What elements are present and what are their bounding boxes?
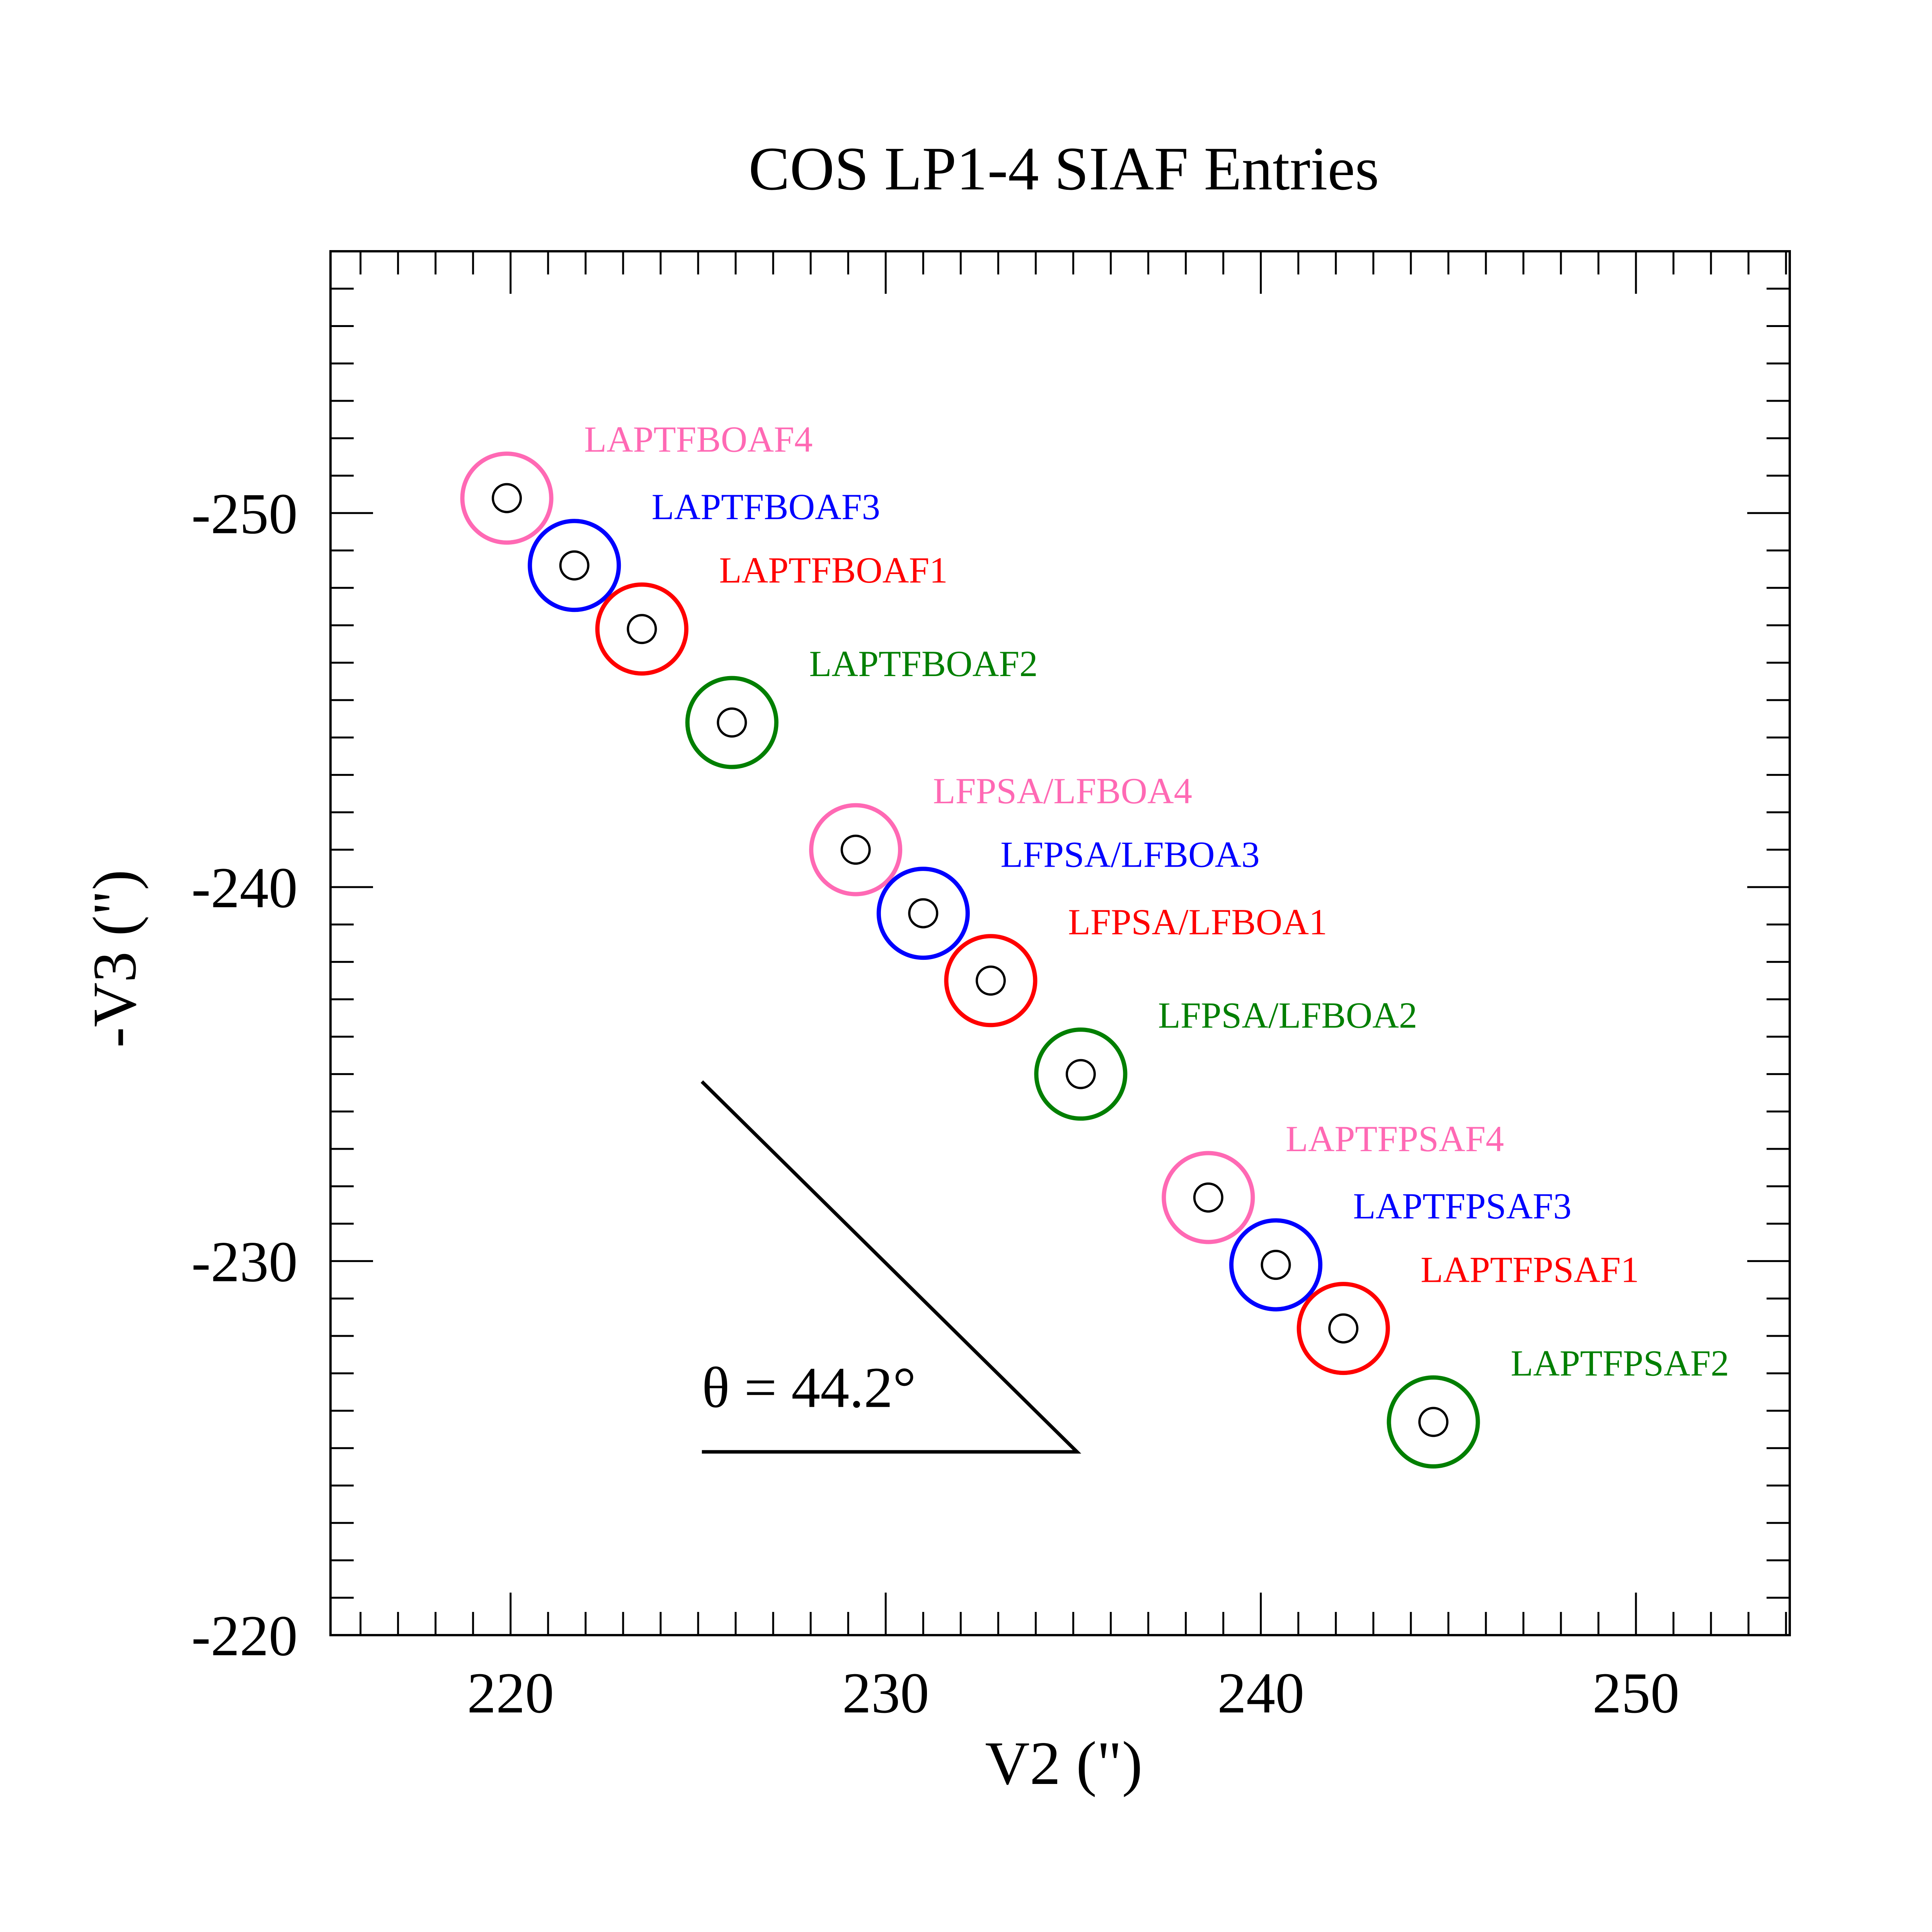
aperture-circle [460,451,554,545]
chart-title: COS LP1-4 SIAF Entries [748,134,1379,203]
aperture-circle [1229,1218,1323,1312]
plot-border [329,250,1791,1636]
angle-annotation: θ = 44.2° [702,1356,916,1420]
point-label: LFPSA/LFBOA2 [1158,995,1417,1036]
aperture-circle [528,519,621,612]
data-points: LAPTFBOAF4 LAPTFBOAF3 LAPTFBOAF1 LAPTFBOAF2… [460,419,1729,1469]
aperture-circle [876,867,970,960]
x-tick-label: 230 [842,1661,929,1725]
data-point-group: LAPTFBOAF3 [528,486,880,612]
aperture-circle [809,803,903,896]
data-point-group: LAPTFBOAF1 [595,550,948,676]
point-label: LAPTFPSAF3 [1353,1186,1572,1227]
aperture-circle [944,934,1038,1027]
data-point-group: LAPTFPSAF1 [1297,1249,1639,1375]
point-label: LAPTFPSAF4 [1286,1118,1504,1159]
data-point [840,835,871,865]
data-point [1328,1313,1359,1344]
point-label: LAPTFBOAF4 [584,419,813,460]
point-label: LAPTFBOAF2 [809,643,1038,684]
x-tick-label: 250 [1593,1661,1680,1725]
aperture-circle [685,676,779,769]
data-point-group: LAPTFPSAF4 [1162,1118,1504,1244]
data-point-group: LFPSA/LFBOA2 [1034,995,1417,1121]
data-point [1065,1059,1096,1089]
y-tick-label: -240 [191,856,298,920]
aperture-circle [1034,1027,1128,1121]
data-point [1418,1407,1449,1437]
point-label: LAPTFPSAF1 [1421,1249,1639,1290]
point-label: LAPTFBOAF3 [652,486,880,527]
aperture-circle [1387,1375,1480,1469]
x-tick-label: 240 [1217,1661,1304,1725]
y-tick-label: -230 [191,1230,298,1294]
data-point-group: LFPSA/LFBOA3 [876,834,1260,960]
point-label: LFPSA/LFBOA1 [1068,901,1327,942]
x-axis-label: V2 (") [985,1729,1142,1797]
data-point [1193,1182,1223,1213]
data-point [1261,1250,1291,1280]
data-point [975,965,1006,996]
aperture-circle [595,582,688,676]
aperture-circle [1162,1151,1255,1244]
data-point-group: LFPSA/LFBOA1 [944,901,1327,1027]
data-point [559,550,589,581]
data-point [908,898,939,929]
axis-ticks [331,250,1790,1636]
point-label: LFPSA/LFBOA4 [933,770,1192,811]
point-label: LAPTFPSAF2 [1511,1343,1729,1383]
point-label: LAPTFBOAF1 [719,550,947,591]
data-point [627,614,657,644]
y-axis-label: -V3 (") [80,870,149,1048]
y-tick-label: -250 [191,482,298,546]
x-tick-label: 220 [467,1661,554,1725]
data-point-group: LAPTFPSAF3 [1229,1186,1572,1312]
data-point-group: LAPTFPSAF2 [1387,1343,1729,1469]
data-point-group: LAPTFBOAF2 [685,643,1038,769]
tick-labels: 220 230 240 250 -250 -240 -230 -220 [191,482,1680,1725]
angle-marker: θ = 44.2° [700,1080,1082,1454]
data-point [492,483,522,513]
plot-frame [329,250,1791,1636]
angle-line [700,1080,1082,1454]
data-point-group: LFPSA/LFBOA4 [809,770,1192,896]
data-point [717,707,747,738]
point-label: LFPSA/LFBOA3 [1000,834,1259,875]
y-tick-label: -220 [191,1604,298,1668]
aperture-circle [1297,1282,1390,1375]
data-point-group: LAPTFBOAF4 [460,419,813,545]
